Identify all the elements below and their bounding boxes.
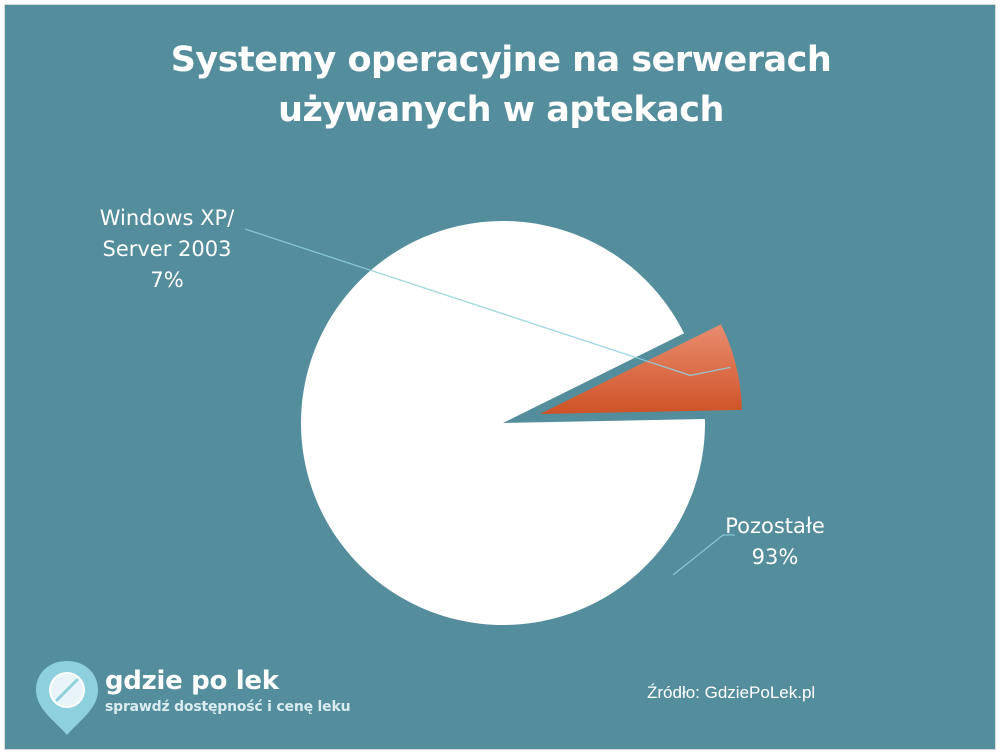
pie-chart: [244, 220, 742, 625]
pie-slice-windows-xp: [539, 324, 742, 414]
brand-name: gdzie po lek: [105, 666, 279, 696]
leader-line-pozostale: [672, 534, 735, 576]
slice-label-windows-xp-line-2: Server 2003: [102, 237, 232, 261]
slice-label-windows-xp-line-1: Windows XP/: [99, 206, 235, 230]
chart-title-line-1: Systemy operacyjne na serwerach: [170, 40, 832, 80]
slice-label-windows-xp: Windows XP/ Server 2003 7%: [87, 203, 247, 296]
pie-slice-pozostale: [301, 220, 705, 625]
slice-label-pozostale-line-1: Pozostałe: [725, 514, 825, 538]
slice-label-pozostale: Pozostałe 93%: [705, 511, 845, 573]
brand-tagline: sprawdź dostępność i cenę leku: [105, 699, 351, 715]
pill-pin-icon: [36, 661, 98, 735]
leader-line-windows-xp: [244, 228, 731, 377]
chart-panel: Systemy operacyjne na serwerach używanyc…: [4, 4, 996, 750]
chart-title-line-2: używanych w aptekach: [278, 90, 724, 130]
source-note: Źródło: GdziePoLek.pl: [647, 683, 816, 702]
brand-block: gdzie po lek sprawdź dostępność i cenę l…: [105, 665, 351, 717]
chart-title: Systemy operacyjne na serwerach używanyc…: [5, 35, 997, 135]
slice-value-pozostale: 93%: [751, 545, 799, 569]
slice-value-windows-xp: 7%: [150, 268, 184, 292]
